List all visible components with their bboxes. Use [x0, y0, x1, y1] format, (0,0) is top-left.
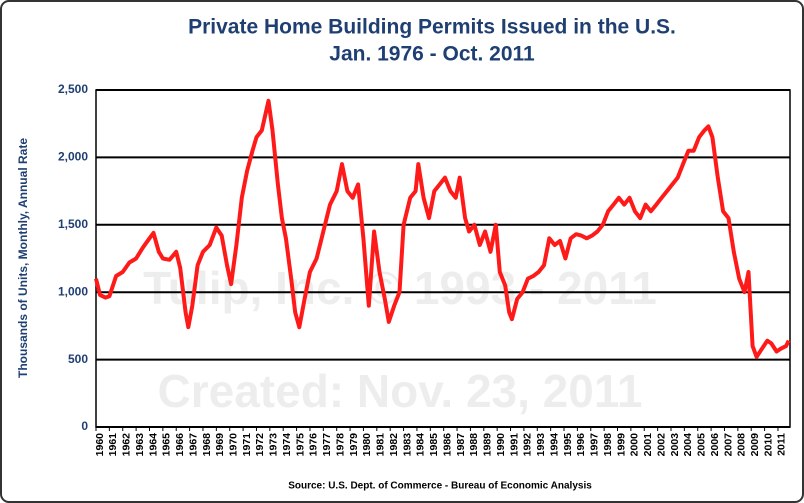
y-tick-label: 2,000: [58, 150, 88, 164]
y-tick-label: 2,500: [58, 82, 88, 96]
x-tick-label: 2006: [709, 433, 721, 457]
x-tick-label: 1996: [575, 433, 587, 457]
x-tick-label: 1992: [522, 433, 534, 457]
x-tick-label: 1995: [562, 433, 574, 457]
x-tick-label: 2008: [736, 433, 748, 457]
x-tick-label: 2011: [776, 433, 788, 456]
x-tick-label: 1960: [94, 433, 106, 457]
x-tick-label: 2001: [642, 433, 654, 457]
x-tick-label: 1979: [348, 433, 360, 457]
plot-border: [95, 89, 791, 428]
y-tick-label: 0: [81, 419, 88, 433]
x-tick-label: 1973: [268, 433, 280, 457]
x-tick-label: 1989: [482, 433, 494, 457]
x-tick-label: 2003: [669, 433, 681, 457]
x-tick-label: 1976: [308, 433, 320, 457]
x-tick-label: 1978: [334, 433, 346, 457]
x-tick-label: 1967: [187, 433, 199, 457]
x-tick-label: 1999: [615, 433, 627, 457]
x-tick-label: 1970: [227, 433, 239, 457]
x-tick-label: 1990: [495, 433, 507, 457]
x-tick-label: 1969: [214, 433, 226, 457]
y-tick-label: 500: [68, 352, 88, 366]
source: Source: U.S. Dept. of Commerce - Bureau …: [288, 481, 592, 492]
x-tick-label: 1994: [548, 433, 560, 457]
x-tick-label: 1985: [428, 433, 440, 457]
x-tick-label: 1963: [134, 433, 146, 457]
x-tick-label: 1961: [107, 433, 119, 457]
x-tick-label: 2004: [682, 433, 694, 457]
x-tick-label: 2007: [722, 433, 734, 457]
x-tick-label: 1991: [508, 433, 520, 457]
x-tick-label: 1998: [602, 433, 614, 457]
x-tick-label: 1986: [441, 433, 453, 457]
chart-subtitle: Jan. 1976 - Oct. 2011: [329, 43, 535, 66]
x-tick-label: 1962: [121, 433, 133, 457]
x-tick-label: 1974: [281, 433, 293, 457]
x-tick-label: 1975: [294, 433, 306, 457]
x-tick-label: 1971: [241, 433, 253, 457]
x-tick-label: 2002: [655, 433, 667, 457]
y-tick-label: 1,500: [58, 217, 88, 231]
x-tick-label: 1982: [388, 433, 400, 457]
x-tick-label: 1966: [174, 433, 186, 457]
x-tick-label: 1965: [161, 433, 173, 457]
x-tick-label: 2009: [749, 433, 761, 457]
watermark: Created: Nov. 23, 2011: [158, 365, 643, 417]
x-tick-label: 1987: [455, 433, 467, 457]
x-tick-label: 1997: [589, 433, 601, 457]
x-tick-label: 1988: [468, 433, 480, 457]
x-tick-label: 2000: [629, 433, 641, 457]
x-tick-label: 1972: [254, 433, 266, 457]
chart-title: Private Home Building Permits Issued in …: [188, 16, 676, 39]
x-tick-label: 1964: [147, 433, 159, 457]
y-tick-label: 1,000: [58, 284, 88, 298]
x-tick-label: 2010: [762, 433, 774, 457]
data-line: [94, 98, 791, 359]
x-tick-label: 1983: [401, 433, 413, 457]
x-tick-label: 1981: [375, 433, 387, 457]
x-tick-label: 2005: [696, 433, 708, 457]
x-tick-label: 1993: [535, 433, 547, 457]
y-axis-label: Thousands of Units, Monthly, Annual Rate: [16, 138, 30, 378]
x-tick-label: 1968: [201, 433, 213, 457]
x-tick-label: 1980: [361, 433, 373, 457]
x-tick-label: 1977: [321, 433, 333, 457]
x-tick-label: 1984: [415, 433, 427, 457]
